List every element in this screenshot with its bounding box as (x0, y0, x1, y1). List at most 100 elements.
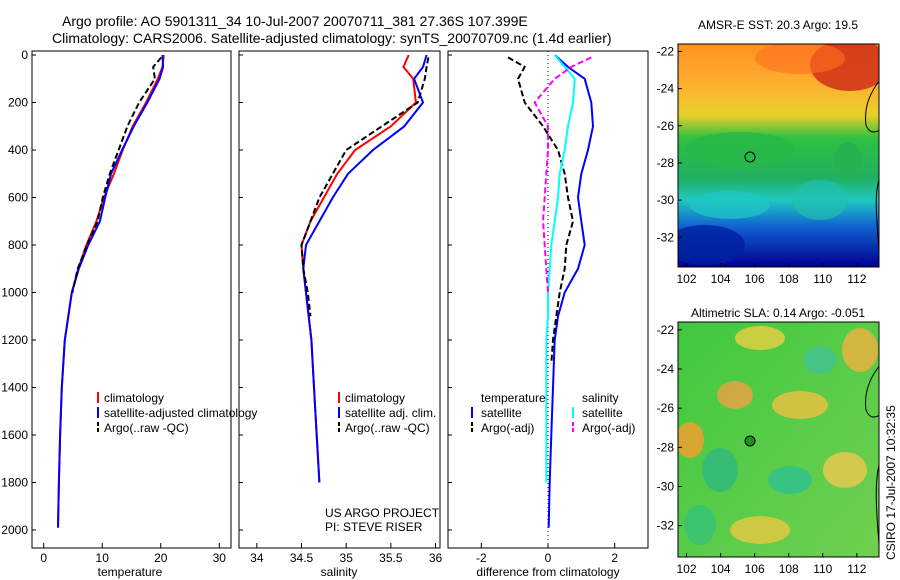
temperature-xtick-label: 10 (96, 551, 110, 565)
sla-high-patch (823, 452, 867, 488)
salinity-xtick-label: 35 (340, 551, 354, 565)
sla-low-patch (804, 346, 836, 374)
salinity-xtick-label: 34 (250, 551, 264, 565)
sla-map-lat-label: -28 (657, 440, 675, 454)
side-timestamp: CSIRO 17-Jul-2007 10:32:35 (884, 405, 898, 560)
sla-map-lon-label: 106 (745, 562, 765, 576)
sst-warm-patch (755, 44, 845, 74)
salinity-axis-label: salinity (321, 565, 358, 579)
temperature-xtick-label: 0 (40, 551, 47, 565)
coastline (865, 80, 879, 133)
difference-xtick-label: -2 (476, 551, 487, 565)
depth-tick-label: 0 (21, 48, 28, 62)
sst-map-lon-label: 108 (779, 272, 799, 286)
sst-map-lon-label: 106 (745, 272, 765, 286)
sst-map-lat-label: -28 (657, 156, 675, 170)
legend-label-satellite: satellite-adjusted climatology (104, 406, 257, 420)
coastline (865, 365, 879, 418)
sla-low-patch (768, 466, 812, 494)
sla-map-lon-label: 108 (779, 562, 799, 576)
depth-tick-label: 200 (8, 96, 28, 110)
sst-cyan-patch (690, 191, 770, 219)
temperature-series-satellite-adjusted-climatology (57, 54, 165, 528)
sst-map-frame (677, 43, 880, 268)
sla-map-lon-label: 104 (711, 562, 731, 576)
difference-chart: -2 0 2 (448, 51, 618, 565)
sla-high-patch (772, 391, 828, 419)
figure-title-line1: Argo profile: AO 5901311_34 10-Jul-2007 … (62, 13, 528, 29)
sla-heatmap (678, 322, 879, 557)
sst-map-lon-label: 102 (677, 272, 697, 286)
sla-map-frame (677, 321, 880, 558)
sla-high-patch (717, 381, 753, 409)
difference-series-temperature-argo-adj (507, 56, 574, 364)
difference-series-salinity-satellite (545, 54, 576, 483)
sla-map-title: Altimetric SLA: 0.14 Argo: -0.051 (691, 306, 865, 320)
sla-high-patch (735, 326, 785, 350)
temperature-series-climatology (57, 54, 165, 528)
sla-low-patch (684, 505, 716, 545)
sla-argo-marker (744, 435, 756, 447)
salinity-series-argo-raw-qc (300, 57, 430, 317)
sst-map-lat-label: -26 (657, 119, 675, 133)
credit-line1: US ARGO PROJECT (325, 506, 440, 520)
temperature-panel-frame (31, 50, 232, 549)
legend-label-argo: Argo(..raw -QC) (345, 421, 430, 435)
depth-tick-label: 1400 (1, 381, 28, 395)
legend-label-sal-satellite: satellite (582, 406, 623, 420)
sst-map-lon-label: 104 (711, 272, 731, 286)
sst-map-lon-label: 110 (813, 272, 832, 286)
sla-map-lat-label: -32 (657, 519, 675, 533)
sst-map-ticks: 102 104 106 108 110 112 -22 -24 -26 -28 -30 -32 (657, 44, 867, 286)
salinity-chart: 34 34.5 35 35.5 36 (239, 54, 443, 565)
legend-heading-salinity: salinity (582, 391, 619, 405)
sla-high-patch (730, 516, 790, 544)
sla-map-lon-label: 112 (847, 562, 866, 576)
difference-axis-label: difference from climatology (476, 565, 619, 579)
sla-map-lon-label: 110 (813, 562, 832, 576)
legend-label-climatology: climatology (104, 391, 164, 405)
sla-map-lat-label: -24 (657, 362, 675, 376)
depth-tick-label: 2000 (1, 523, 28, 537)
figure-title-line2: Climatology: CARS2006. Satellite-adjuste… (52, 30, 612, 46)
sst-green-patch (685, 132, 795, 168)
salinity-legend: climatology satellite adj. clim. Argo(..… (338, 391, 436, 435)
difference-legend: temperature satellite Argo(-adj) salinit… (471, 391, 635, 435)
sst-map-lat-label: -32 (657, 230, 675, 244)
sst-heatmap (678, 44, 879, 267)
legend-label-temp-satellite: satellite (481, 406, 522, 420)
legend-label-sal-argo: Argo(-adj) (582, 421, 635, 435)
depth-tick-label: 1600 (1, 428, 28, 442)
sst-map-lat-label: -24 (657, 82, 675, 96)
temperature-axis-label: temperature (98, 565, 163, 579)
credit-line2: PI: STEVE RISER (325, 520, 423, 534)
sst-green-patch (834, 142, 862, 178)
sla-map-ticks: 102 104 106 108 110 112 -22 -24 -26 -28 -30 -32 (657, 323, 867, 576)
difference-xtick-label: 0 (545, 551, 552, 565)
sla-high-patch (678, 422, 704, 458)
sst-map-title: AMSR-E SST: 20.3 Argo: 19.5 (698, 18, 858, 32)
legend-label-temp-argo: Argo(-adj) (481, 421, 534, 435)
sst-argo-marker (744, 151, 756, 163)
sla-map-lat-label: -22 (657, 323, 675, 337)
depth-tick-label: 1800 (1, 476, 28, 490)
legend-label-argo: Argo(..raw -QC) (104, 421, 189, 435)
sst-map-lat-label: -22 (657, 44, 675, 58)
salinity-xtick-label: 35.5 (379, 551, 403, 565)
difference-xtick-label: 2 (611, 551, 618, 565)
temperature-xtick-label: 20 (154, 551, 168, 565)
depth-tick-label: 600 (8, 191, 28, 205)
depth-tick-label: 400 (8, 143, 28, 157)
legend-heading-temperature: temperature (481, 391, 546, 405)
salinity-xtick-label: 36 (429, 551, 443, 565)
sst-cyan-patch (792, 180, 848, 220)
sla-map-lon-label: 102 (677, 562, 697, 576)
salinity-xtick-label: 34.5 (290, 551, 314, 565)
depth-tick-label: 1000 (1, 286, 28, 300)
sla-map-lat-label: -26 (657, 401, 675, 415)
temperature-legend: climatology satellite-adjusted climatolo… (97, 391, 257, 435)
temperature-chart: 0 10 20 30 0 200 400 600 800 1000 1200 1400 1600 1800… (1, 48, 226, 565)
sla-low-patch (702, 448, 738, 492)
legend-label-satellite: satellite adj. clim. (345, 406, 436, 420)
